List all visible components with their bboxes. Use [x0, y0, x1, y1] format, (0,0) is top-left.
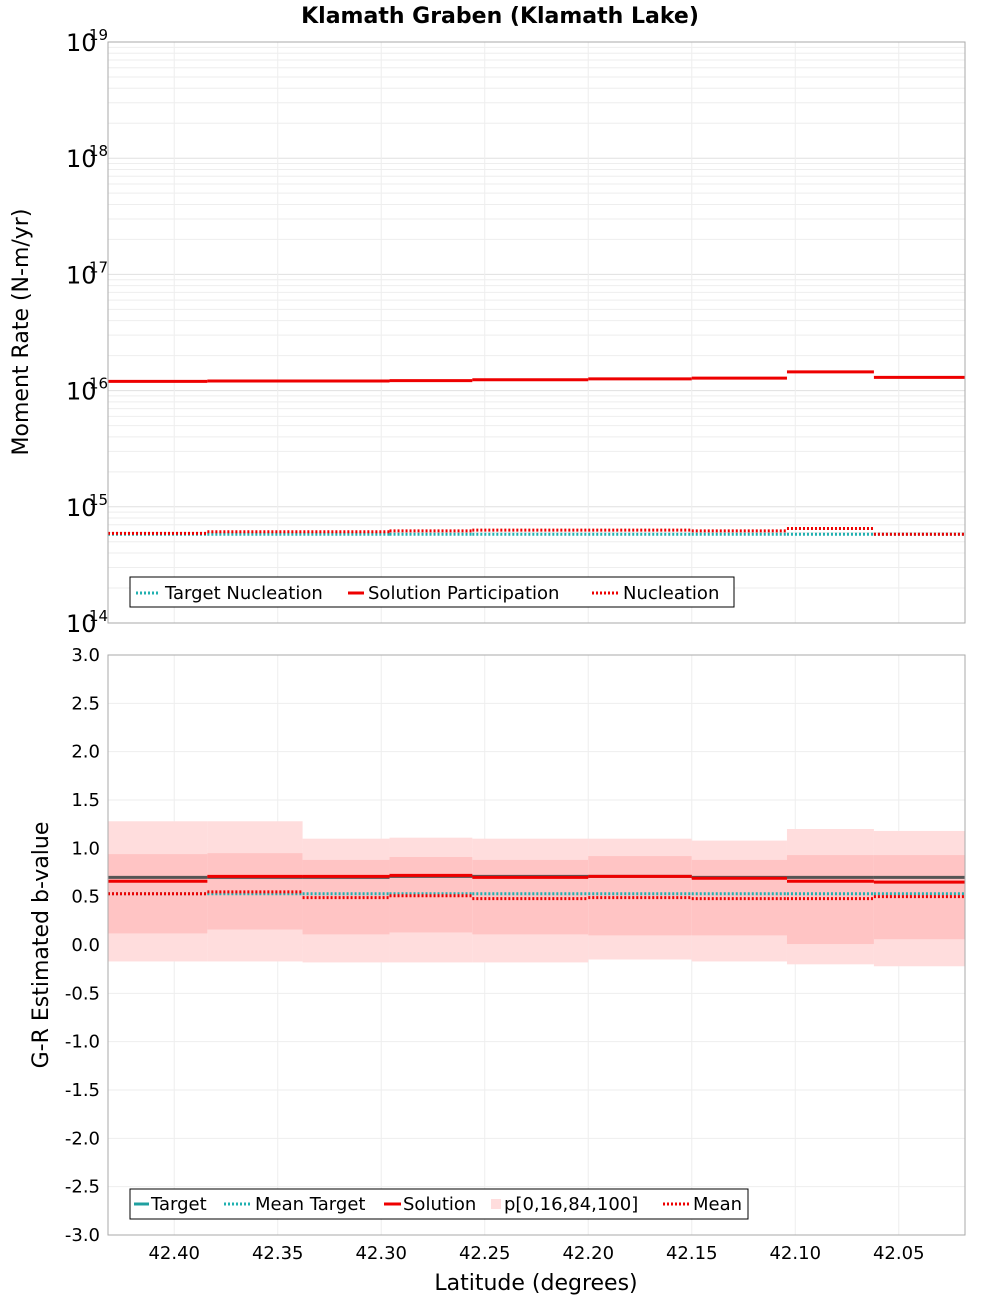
bottom-plot-frame [107, 654, 966, 1236]
legend-label-solution-participation: Solution Participation [368, 583, 559, 604]
legend-swatch-percentiles [491, 1199, 501, 1209]
bottom-series [108, 873, 965, 901]
tick-exponent: 15 [89, 491, 108, 509]
bottom-y-axis-label: G-R Estimated b-value [29, 822, 54, 1069]
y-tick-label: 2.5 [71, 693, 100, 714]
top-grid [108, 42, 965, 624]
top-y-axis-label: Moment Rate (N-m/yr) [9, 209, 34, 456]
x-tick-label: 42.10 [769, 1243, 821, 1264]
x-axis-label: Latitude (degrees) [434, 1271, 637, 1296]
y-tick-label: 0.0 [71, 935, 100, 956]
x-tick-label: 42.25 [459, 1243, 511, 1264]
top-plot-background [108, 42, 965, 623]
y-tick-label: -2.5 [65, 1177, 100, 1198]
x-tick-label: 42.20 [562, 1243, 614, 1264]
tick-exponent: 19 [89, 26, 108, 44]
tick-base: 10 [66, 378, 97, 406]
y-tick-label: -3.0 [65, 1225, 100, 1246]
tick-base: 10 [66, 261, 97, 289]
top-legend: Target Nucleation Solution Participation… [129, 576, 735, 608]
legend-label-mean-target: Mean Target [255, 1194, 365, 1215]
chart-title: Klamath Graben (Klamath Lake) [301, 4, 699, 29]
y-tick-label: 2.0 [71, 742, 100, 763]
legend-label-mean: Mean [693, 1194, 742, 1215]
bottom-legend: Target Mean Target Solution p[0,16,84,10… [129, 1188, 749, 1220]
tick-base: 10 [66, 494, 97, 522]
y-tick-label: -0.5 [65, 983, 100, 1004]
bottom-x-ticks: 42.40 42.35 42.30 42.25 42.20 42.15 42.10 42.05 [148, 1243, 924, 1264]
band-p16-p84 [207, 853, 303, 930]
x-tick-label: 42.05 [873, 1243, 925, 1264]
tick-exponent: 17 [89, 258, 108, 276]
y-tick-label: 1.5 [71, 790, 100, 811]
y-tick-label: 1.0 [71, 838, 100, 859]
band-p16-p84 [691, 859, 787, 936]
tick-exponent: 14 [89, 607, 108, 625]
y-tick-label: -1.0 [65, 1032, 100, 1053]
y-tick-label: 3.0 [71, 645, 100, 666]
y-tick-label: -1.5 [65, 1080, 100, 1101]
top-plot-frame [107, 41, 966, 624]
x-tick-label: 42.35 [252, 1243, 304, 1264]
tick-base: 10 [66, 145, 97, 173]
legend-label-percentiles: p[0,16,84,100] [504, 1194, 638, 1215]
y-tick-label: -2.0 [65, 1128, 100, 1149]
top-series [108, 370, 965, 536]
legend-label-solution: Solution [403, 1194, 476, 1215]
tick-exponent: 18 [89, 142, 108, 160]
legend-label-target: Target [150, 1194, 207, 1215]
top-legend-frame [129, 576, 735, 608]
x-tick-label: 42.15 [666, 1243, 718, 1264]
b-value-panel: -3.0 -2.5 -2.0 -1.5 -1.0 -0.5 0.0 0.5 1.0 1.5 2.0 2… [29, 645, 966, 1296]
legend-label-target-nucleation: Target Nucleation [164, 583, 323, 604]
tick-exponent: 16 [89, 375, 108, 393]
legend-label-nucleation: Nucleation [623, 583, 719, 604]
x-tick-label: 42.30 [355, 1243, 407, 1264]
x-tick-label: 42.40 [148, 1243, 200, 1264]
y-tick-label: 0.5 [71, 887, 100, 908]
band-p16-p84 [588, 856, 692, 936]
bottom-y-ticks: -3.0 -2.5 -2.0 -1.5 -1.0 -0.5 0.0 0.5 1.0 1.5 2.0 2… [65, 645, 100, 1246]
tick-base: 10 [66, 610, 97, 638]
tick-base: 10 [66, 29, 97, 57]
